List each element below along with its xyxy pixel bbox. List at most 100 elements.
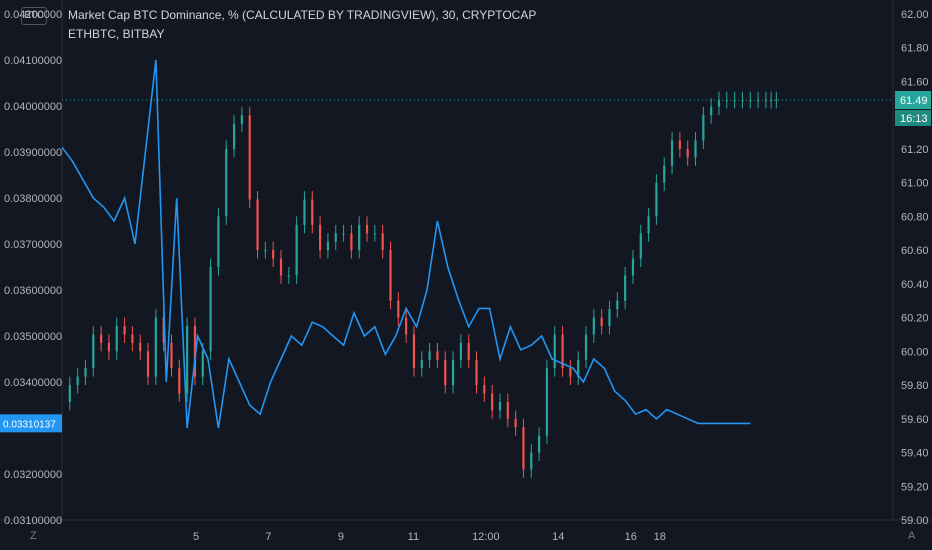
countdown-badge bbox=[895, 110, 931, 127]
time-axis-tick-label: 18 bbox=[654, 531, 666, 543]
time-axis-tick-label: 16 bbox=[625, 531, 637, 543]
right-axis-tick-label: 59.20 bbox=[901, 481, 929, 493]
btcd-candle-body bbox=[770, 100, 773, 102]
btcd-candle-body bbox=[702, 115, 705, 141]
btcd-candle-body bbox=[639, 233, 642, 259]
btcd-candle-body bbox=[139, 342, 142, 352]
btcd-candle-body bbox=[608, 309, 611, 327]
btcd-candle-body bbox=[295, 224, 298, 276]
btcd-candle-body bbox=[68, 385, 71, 402]
btcd-candle-body bbox=[631, 258, 635, 276]
btcd-candle-body bbox=[381, 233, 384, 251]
btcd-candle-body bbox=[107, 342, 111, 352]
btcd-candle-body bbox=[436, 351, 439, 360]
btcd-candle-body bbox=[311, 199, 314, 225]
btcd-candle-body bbox=[514, 418, 517, 428]
btcd-candle-body bbox=[686, 148, 689, 158]
btcd-candle-body bbox=[670, 140, 674, 166]
overlay-legend[interactable]: ETHBTC, BITBAY bbox=[68, 27, 165, 41]
btcd-candle-body bbox=[647, 216, 650, 234]
btcd-candle-body bbox=[655, 182, 658, 217]
btcd-candle-body bbox=[663, 165, 666, 183]
btcd-candle-body bbox=[318, 224, 322, 251]
time-axis-tick-label: 11 bbox=[408, 531, 419, 543]
right-axis-tick-label: 59.40 bbox=[901, 448, 929, 460]
btcd-candle-body bbox=[775, 100, 778, 102]
btcd-candle-body bbox=[405, 317, 408, 335]
btcd-candle-body bbox=[272, 250, 275, 259]
btcd-candle-body bbox=[678, 140, 681, 149]
btcd-candle-body bbox=[193, 326, 197, 377]
btcd-candle-body bbox=[545, 368, 549, 436]
countdown-label: 16:13 bbox=[900, 113, 928, 125]
btcd-candle-body bbox=[123, 326, 126, 335]
btcd-candle-body bbox=[717, 100, 721, 107]
right-axis-tick-label: 60.00 bbox=[901, 346, 929, 358]
btcd-candle-body bbox=[412, 334, 416, 369]
btcd-candle-body bbox=[217, 216, 220, 267]
right-axis-tick-label: 60.20 bbox=[901, 313, 929, 325]
btcd-candle-body bbox=[131, 334, 134, 343]
time-axis-tick-label: 12:00 bbox=[472, 531, 500, 543]
btcd-candle-body bbox=[358, 224, 361, 251]
btcd-candle-body bbox=[428, 351, 431, 360]
btcd-candle-body bbox=[232, 123, 236, 149]
btcd-candle-body bbox=[506, 401, 509, 419]
btcd-candle-body bbox=[694, 140, 697, 158]
btcd-candle-body bbox=[522, 427, 525, 470]
btcd-candle-body bbox=[537, 435, 541, 453]
btcd-candle-body bbox=[84, 368, 87, 377]
right-axis-tick-label: 60.80 bbox=[901, 211, 929, 223]
btcd-candle-body bbox=[334, 233, 337, 242]
left-axis-tick-label: 0.04000000 bbox=[4, 101, 62, 113]
left-axis-tick-label: 0.03500000 bbox=[4, 331, 62, 343]
btcd-candle-body bbox=[279, 258, 283, 276]
btcd-candle-body bbox=[592, 317, 595, 335]
btcd-candle-body bbox=[420, 359, 423, 369]
btcd-candle-body bbox=[240, 115, 243, 124]
btcd-candle-body bbox=[491, 393, 494, 411]
left-axis-tick-label: 0.03800000 bbox=[4, 193, 62, 205]
left-axis-tick-label: 0.03100000 bbox=[4, 515, 62, 527]
left-axis-tick-label: 0.03900000 bbox=[4, 147, 62, 159]
btcd-candle-body bbox=[451, 359, 455, 386]
btcd-candle-body bbox=[256, 199, 259, 251]
right-axis-tick-label: 60.40 bbox=[901, 279, 929, 291]
right-axis-tick-label: 59.00 bbox=[901, 515, 929, 527]
btcd-candle-body bbox=[389, 250, 392, 301]
auto-scale-button[interactable]: A bbox=[908, 530, 916, 542]
btcd-candle-body bbox=[483, 385, 486, 394]
btcd-candle-body bbox=[178, 368, 181, 394]
btcd-candle-body bbox=[467, 342, 470, 360]
timezone-button[interactable]: Z bbox=[30, 530, 37, 542]
btcd-candle-body bbox=[584, 334, 588, 360]
btcd-candle-body bbox=[600, 317, 603, 327]
btcd-candle-body bbox=[186, 326, 189, 394]
btcd-candle-body bbox=[170, 342, 173, 369]
btcd-candle-body bbox=[577, 359, 580, 377]
left-axis-tick-label: 0.03700000 bbox=[4, 239, 62, 251]
left-axis-tick-label: 0.03600000 bbox=[4, 285, 62, 297]
left-axis-tick-label: 0.03200000 bbox=[4, 469, 62, 481]
btcd-candle-body bbox=[201, 351, 204, 377]
btcd-candle-body bbox=[326, 241, 330, 251]
btcd-candle-body bbox=[459, 342, 462, 360]
btcd-candle-body bbox=[365, 224, 369, 234]
left-axis-tick-label: 0.04100000 bbox=[4, 55, 62, 67]
ethbtc-price-badge bbox=[0, 414, 62, 433]
btcd-candle-body bbox=[342, 233, 345, 235]
btcd-candle-body bbox=[303, 199, 306, 225]
btcd-candle-body bbox=[248, 115, 251, 200]
btcd-candle-body bbox=[225, 148, 228, 217]
btcd-candle-body bbox=[616, 300, 619, 310]
btcd-candle-body bbox=[569, 368, 572, 377]
time-axis-tick-label: 5 bbox=[193, 531, 199, 543]
right-axis-tick-label: 61.60 bbox=[901, 76, 929, 88]
right-axis-tick-label: 61.80 bbox=[901, 43, 929, 55]
chart-title: Market Cap BTC Dominance, % (CALCULATED … bbox=[68, 8, 537, 22]
btcd-candle-body bbox=[209, 267, 212, 352]
time-axis-tick-label: 9 bbox=[338, 531, 344, 543]
symbol-badge[interactable]: BTC bbox=[21, 7, 47, 25]
right-axis-tick-label: 59.80 bbox=[901, 380, 929, 392]
